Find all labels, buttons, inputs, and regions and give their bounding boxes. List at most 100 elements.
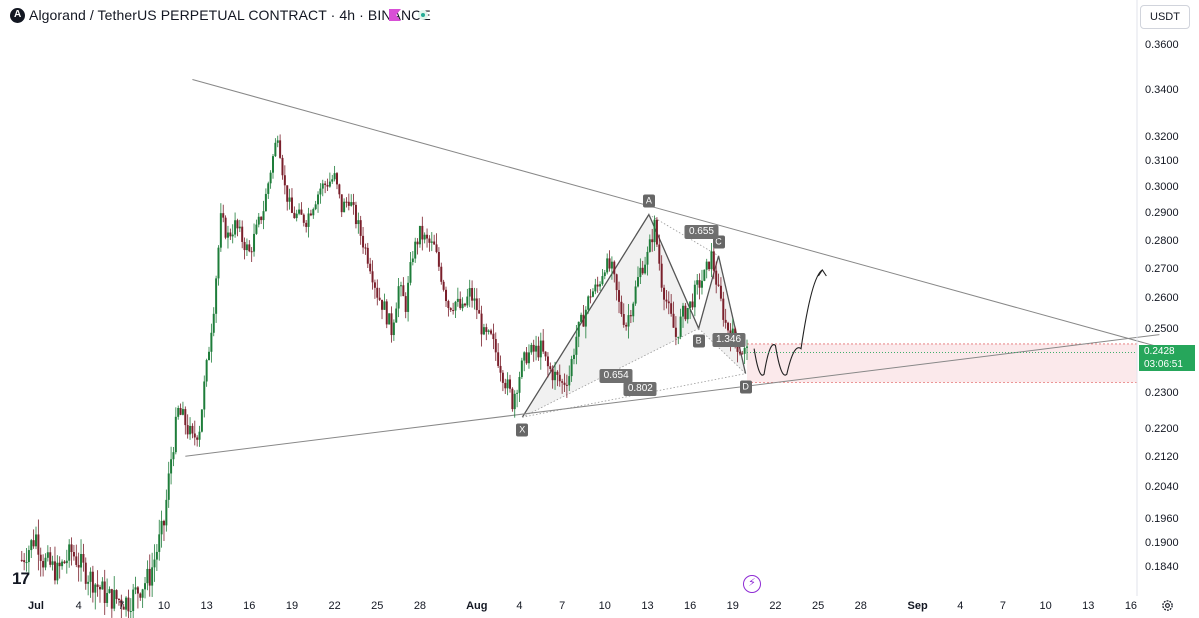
candle-body: [357, 220, 360, 225]
candle-body: [110, 589, 113, 609]
price-tick-label: 0.2300: [1145, 387, 1179, 399]
candle-body: [272, 156, 274, 173]
candle-body: [537, 345, 540, 358]
date-tick-label: 13: [641, 600, 654, 612]
candle-body: [618, 290, 621, 302]
candle-body: [627, 315, 630, 327]
candle-body: [471, 288, 474, 301]
candle-body: [298, 209, 301, 214]
price-tick-label: 0.2500: [1145, 323, 1179, 335]
candle-body: [622, 314, 625, 325]
candle-body: [684, 305, 687, 320]
date-tick-label: 7: [999, 600, 1007, 612]
candle-body: [42, 561, 45, 568]
candle-body: [241, 226, 244, 242]
candle-body: [518, 377, 521, 393]
candle-body: [139, 593, 142, 598]
candle-body: [724, 319, 727, 323]
candle-body: [162, 520, 165, 526]
candle-body: [473, 298, 476, 301]
candle-body: [177, 407, 180, 417]
gear-icon[interactable]: [1161, 599, 1174, 612]
lightning-icon[interactable]: ⚡: [743, 575, 761, 593]
price-tick-label: 0.3200: [1145, 131, 1179, 143]
candle-body: [181, 409, 184, 415]
candle-body: [632, 303, 635, 317]
candle-body: [397, 286, 400, 309]
price-tick-label: 0.2600: [1145, 292, 1179, 304]
candle-body: [381, 299, 384, 310]
candle-body: [80, 553, 83, 568]
candle-body: [615, 274, 618, 291]
currency-selector-button[interactable]: USDT: [1140, 5, 1190, 29]
candle-body: [300, 209, 303, 215]
market-open-status-icon: [418, 10, 428, 20]
symbol-title[interactable]: Algorand / TetherUS PERPETUAL CONTRACT ·…: [29, 7, 431, 23]
candle-body: [338, 184, 341, 195]
candle-body: [170, 459, 173, 474]
candle-body: [587, 296, 590, 310]
candle-body: [136, 587, 139, 594]
candle-body: [674, 327, 677, 337]
candle-body: [51, 561, 54, 565]
candle-body: [238, 226, 241, 229]
candle-body: [165, 499, 168, 526]
candle-body: [646, 251, 649, 265]
price-tick-label: 0.1960: [1145, 513, 1179, 525]
candle-body: [651, 239, 654, 243]
candle-body: [392, 322, 395, 336]
candle-body: [75, 556, 78, 565]
candle-body: [672, 313, 675, 328]
candle-body: [689, 301, 692, 308]
candle-body: [151, 567, 154, 586]
candle-body: [570, 358, 573, 377]
date-tick-label: 28: [854, 600, 867, 612]
upper-resistance-trendline: [192, 79, 1160, 348]
candle-body: [480, 313, 483, 335]
candle-body: [56, 562, 59, 581]
candle-body: [520, 360, 523, 378]
candle-body: [354, 204, 357, 225]
candle-body: [539, 340, 542, 358]
target-zone: [747, 343, 1137, 383]
candle-body: [122, 606, 125, 610]
candle-body: [454, 301, 457, 311]
candle-body: [556, 371, 559, 375]
candle-body: [440, 266, 443, 282]
candle-body: [77, 564, 80, 568]
candle-body: [693, 284, 696, 308]
projection-arrowhead: [817, 269, 827, 277]
candle-body: [686, 307, 689, 320]
candle-body: [72, 552, 75, 557]
candle-body: [705, 261, 708, 270]
candle-body: [376, 287, 379, 298]
flag-icon[interactable]: [389, 9, 401, 21]
candle-body: [243, 241, 246, 251]
candle-body: [658, 244, 661, 264]
candle-body: [516, 392, 519, 394]
candle-body: [127, 597, 130, 612]
price-tick-label: 0.3400: [1145, 84, 1179, 96]
candle-body: [613, 261, 616, 275]
price-tick-label: 0.1840: [1145, 561, 1179, 573]
candle-body: [224, 217, 227, 238]
candle-body: [345, 201, 348, 203]
candle-body: [364, 247, 367, 249]
candle-body: [409, 262, 412, 283]
candle-body: [84, 562, 87, 584]
candle-body: [390, 313, 393, 336]
candle-body: [487, 330, 490, 332]
pattern-xab-fill: [522, 214, 699, 418]
tradingview-logo-icon[interactable]: 17: [12, 569, 30, 588]
candle-body: [269, 172, 272, 184]
candle-body: [509, 379, 511, 389]
candle-body: [196, 437, 199, 440]
candle-body: [27, 550, 30, 563]
candle-body: [584, 309, 587, 327]
candle-body: [466, 296, 469, 306]
date-tick-label: 28: [413, 600, 427, 612]
candle-body: [703, 269, 706, 281]
candle-body: [96, 584, 99, 587]
candle-body: [312, 209, 315, 216]
